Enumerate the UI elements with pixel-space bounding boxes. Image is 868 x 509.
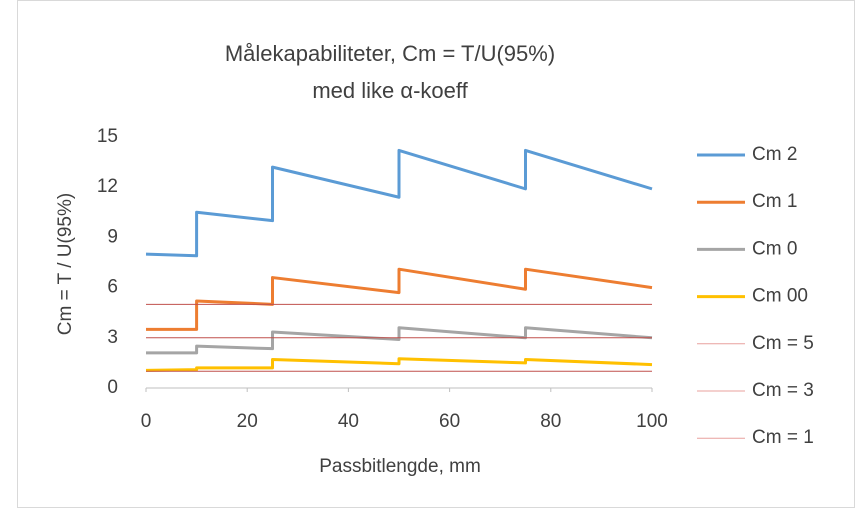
- y-axis-title: Cm = T / U(95%): [55, 193, 76, 335]
- legend-label: Cm 1: [752, 191, 797, 212]
- chart-subtitle: med like α-koeff: [312, 78, 468, 103]
- series-line: [146, 267, 653, 331]
- legend-label: Cm 00: [752, 286, 808, 307]
- y-tick-label: 12: [97, 176, 118, 197]
- legend-label: Cm 0: [752, 238, 797, 259]
- y-tick-label: 6: [107, 277, 118, 298]
- y-tick-label: 3: [107, 327, 118, 348]
- x-tick-label: 40: [338, 411, 359, 432]
- series-line: [145, 357, 653, 372]
- chart-title: Målekapabiliteter, Cm = T/U(95%): [225, 41, 555, 66]
- x-tick-label: 80: [540, 411, 561, 432]
- legend-label: Cm = 3: [752, 380, 814, 401]
- x-axis-title: Passbitlengde, mm: [319, 456, 481, 477]
- x-tick-label: 0: [141, 411, 152, 432]
- legend-label: Cm 2: [752, 144, 797, 165]
- y-tick-label: 9: [107, 226, 118, 247]
- x-tick-label: 20: [237, 411, 258, 432]
- x-tick-label: 60: [439, 411, 460, 432]
- series-line: [146, 326, 653, 355]
- legend-label: Cm = 1: [752, 427, 814, 448]
- y-tick-label: 0: [107, 377, 118, 398]
- x-tick-label: 100: [636, 411, 668, 432]
- y-tick-label: 15: [97, 126, 118, 147]
- legend-label: Cm = 5: [752, 333, 814, 354]
- series-line: [145, 148, 653, 258]
